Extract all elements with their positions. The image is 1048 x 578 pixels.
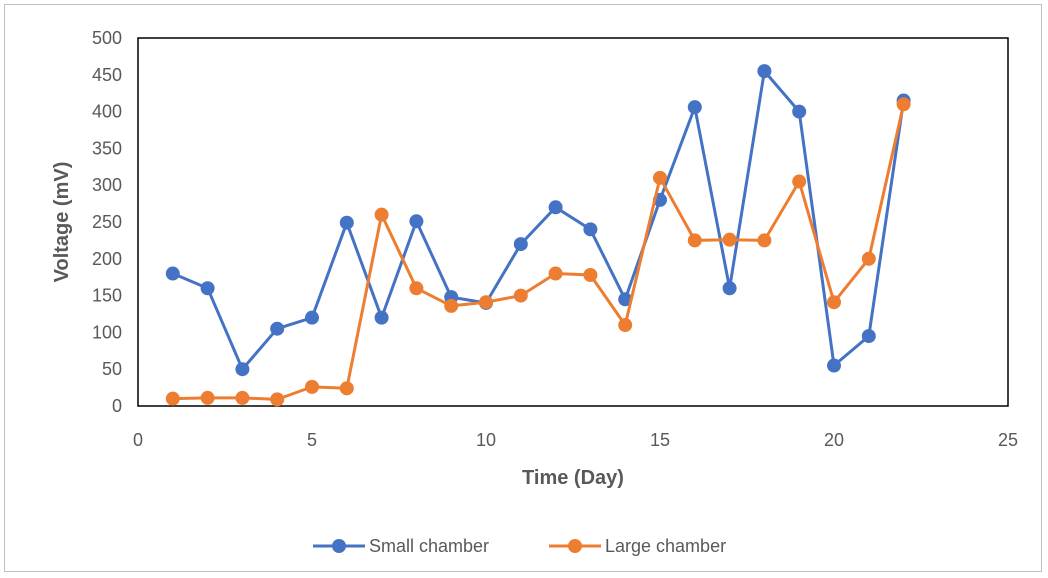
y-axis-ticks: 0 50 100 150 200 250 300 350 400 450 500: [92, 28, 122, 416]
x-axis-title: Time (Day): [522, 467, 624, 489]
y-tick-label: 100: [92, 322, 122, 342]
data-point: [513, 237, 528, 252]
data-point: [618, 318, 633, 333]
data-point: [444, 298, 459, 313]
x-tick-label: 20: [824, 430, 844, 450]
data-point: [548, 200, 563, 215]
data-point: [687, 233, 702, 248]
data-point: [792, 174, 807, 189]
series-layer: [165, 64, 911, 407]
y-tick-label: 0: [112, 396, 122, 416]
legend-label: Large chamber: [605, 536, 726, 556]
data-point: [757, 64, 772, 79]
chart-frame: [4, 4, 1042, 572]
x-tick-label: 15: [650, 430, 670, 450]
data-point: [409, 281, 424, 296]
data-point: [861, 329, 876, 344]
data-point: [305, 310, 319, 325]
y-axis-title: Voltage (mV): [51, 162, 73, 283]
x-tick-label: 10: [476, 430, 496, 450]
data-point: [270, 321, 285, 336]
data-point: [792, 104, 807, 119]
data-point: [513, 288, 528, 303]
x-tick-label: 5: [307, 430, 317, 450]
y-tick-label: 250: [92, 212, 122, 232]
data-point: [687, 100, 702, 115]
y-tick-label: 500: [92, 28, 122, 48]
data-point: [757, 233, 772, 248]
legend-item: Small chamber: [313, 536, 489, 556]
data-point: [305, 379, 319, 394]
plot-area-border: [137, 37, 1009, 407]
data-point: [165, 391, 180, 406]
series-2: [165, 97, 911, 407]
y-tick-label: 400: [92, 102, 122, 122]
data-point: [339, 381, 354, 396]
data-point: [235, 362, 250, 377]
data-point: [583, 267, 598, 282]
data-point: [270, 392, 285, 407]
data-point: [827, 358, 841, 373]
data-point: [583, 222, 598, 237]
data-point: [861, 251, 876, 266]
data-point: [618, 292, 633, 307]
series-line: [172, 69, 906, 371]
series-line: [172, 103, 906, 401]
data-point: [235, 390, 250, 405]
x-axis-ticks: 0 5 10 15 20 25: [133, 430, 1018, 450]
y-tick-label: 450: [92, 65, 122, 85]
data-point: [896, 97, 911, 112]
data-point: [548, 266, 563, 281]
legend-swatch-marker: [332, 539, 346, 553]
x-tick-label: 25: [998, 430, 1018, 450]
y-tick-label: 150: [92, 286, 122, 306]
legend-swatch-marker: [568, 539, 582, 553]
legend-item: Large chamber: [549, 536, 726, 556]
data-point: [653, 170, 667, 185]
y-tick-label: 200: [92, 249, 122, 269]
data-point: [165, 266, 180, 281]
y-tick-label: 300: [92, 175, 122, 195]
x-tick-label: 0: [133, 430, 143, 450]
legend-label: Small chamber: [369, 536, 489, 556]
data-point: [339, 215, 354, 230]
data-point: [374, 207, 389, 222]
data-point: [200, 281, 215, 296]
series-1: [165, 64, 911, 377]
data-point: [374, 310, 389, 325]
y-tick-label: 350: [92, 138, 122, 158]
data-point: [722, 232, 737, 247]
legend: Small chamber Large chamber: [313, 536, 726, 556]
data-point: [409, 214, 424, 229]
y-tick-label: 50: [102, 359, 122, 379]
data-point: [827, 295, 841, 310]
data-point: [479, 295, 493, 310]
data-point: [200, 390, 215, 405]
data-point: [722, 281, 737, 296]
